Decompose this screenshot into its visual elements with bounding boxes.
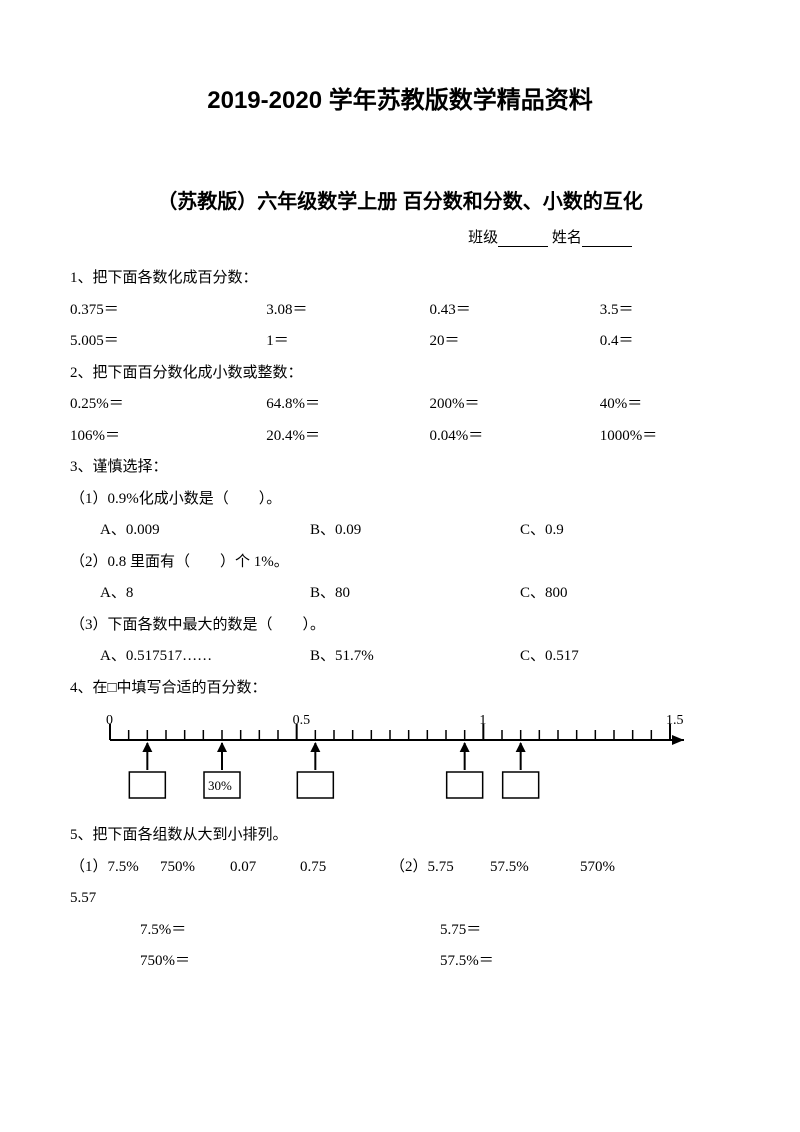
q5-eq1: 7.5%＝ 5.75＝ [70,915,730,947]
q3-s3c-c: C、0.517 [520,641,730,673]
q1-r2-3: 0.4＝ [560,326,730,358]
q3-s1-choices: A、0.009 B、0.09 C、0.9 [70,515,730,547]
q5-eq1-l: 7.5%＝ [140,915,440,947]
class-label: 班级 [468,230,498,246]
svg-text:1.5: 1.5 [666,713,684,728]
q3-s1c-c: C、0.9 [520,515,730,547]
q5-g1-2: 0.07 [230,852,300,884]
q3-s2-choices: A、8 B、80 C、800 [70,578,730,610]
q2-prompt: 2、把下面百分数化成小数或整数： [70,358,730,390]
q2-row2: 106%＝ 20.4%＝ 0.04%＝ 1000%＝ [70,421,730,453]
q3-s1: （1）0.9%化成小数是（ ）。 [70,484,730,516]
q2-r1-0: 0.25%＝ [70,389,226,421]
q3-s2c-c: C、800 [520,578,730,610]
q2-r1-1: 64.8%＝ [226,389,409,421]
class-name-line: 班级 姓名 [70,226,730,247]
q5-prompt: 5、把下面各组数从大到小排列。 [70,820,730,852]
q5-eq1-r: 5.75＝ [440,915,481,947]
q1-prompt: 1、把下面各数化成百分数： [70,263,730,295]
name-label: 姓名 [552,230,582,246]
q1-r1-1: 3.08＝ [226,295,409,327]
q1-r1-0: 0.375＝ [70,295,226,327]
q3-s3c-a: A、0.517517…… [100,641,310,673]
q2-row1: 0.25%＝ 64.8%＝ 200%＝ 40%＝ [70,389,730,421]
q5-g1-3: 0.75 [300,852,390,884]
q3-s1c-a: A、0.009 [100,515,310,547]
q3-s1c-b: B、0.09 [310,515,520,547]
q4-prompt: 4、在□中填写合适的百分数： [70,673,730,705]
q3-s2: （2）0.8 里面有（ ）个 1%。 [70,547,730,579]
q1-r1-2: 0.43＝ [410,295,560,327]
q5-eq2-l: 750%＝ [140,946,440,978]
svg-text:30%: 30% [208,778,232,793]
q5-g2-1: 57.5% [490,852,580,884]
q1-r1-3: 3.5＝ [560,295,730,327]
q5-g2-2: 570% [580,852,640,884]
q5-g2-0: （2）5.75 [390,852,490,884]
q2-r2-3: 1000%＝ [560,421,730,453]
q2-r2-2: 0.04%＝ [410,421,560,453]
q5-eq2: 750%＝ 57.5%＝ [70,946,730,978]
main-title: 2019-2020 学年苏教版数学精品资料 [70,80,730,115]
q5-g1-1: 750% [160,852,230,884]
q2-r1-2: 200%＝ [410,389,560,421]
q3-s3-choices: A、0.517517…… B、51.7% C、0.517 [70,641,730,673]
sub-title: （苏教版）六年级数学上册 百分数和分数、小数的互化 [70,185,730,214]
q1-r2-2: 20＝ [410,326,560,358]
q3-s3c-b: B、51.7% [310,641,520,673]
q5-groups: （1）7.5% 750% 0.07 0.75 （2）5.75 57.5% 570… [70,852,730,884]
q3-s2c-a: A、8 [100,578,310,610]
q5-g1-0: （1）7.5% [70,852,160,884]
q2-r2-0: 106%＝ [70,421,226,453]
q2-r2-1: 20.4%＝ [226,421,409,453]
number-line-container: 00.511.530% [100,710,700,810]
q3-s2c-b: B、80 [310,578,520,610]
q1-row2: 5.005＝ 1＝ 20＝ 0.4＝ [70,326,730,358]
name-blank[interactable] [582,232,632,247]
q5-tail: 5.57 [70,883,730,915]
q1-r2-0: 5.005＝ [70,326,226,358]
class-blank[interactable] [498,232,548,247]
q1-r2-1: 1＝ [226,326,409,358]
svg-text:0.5: 0.5 [293,713,311,728]
q5-eq2-r: 57.5%＝ [440,946,494,978]
q3-prompt: 3、谨慎选择： [70,452,730,484]
q2-r1-3: 40%＝ [560,389,730,421]
q3-s3: （3）下面各数中最大的数是（ ）。 [70,610,730,642]
number-line-svg: 00.511.530% [100,710,700,805]
q1-row1: 0.375＝ 3.08＝ 0.43＝ 3.5＝ [70,295,730,327]
